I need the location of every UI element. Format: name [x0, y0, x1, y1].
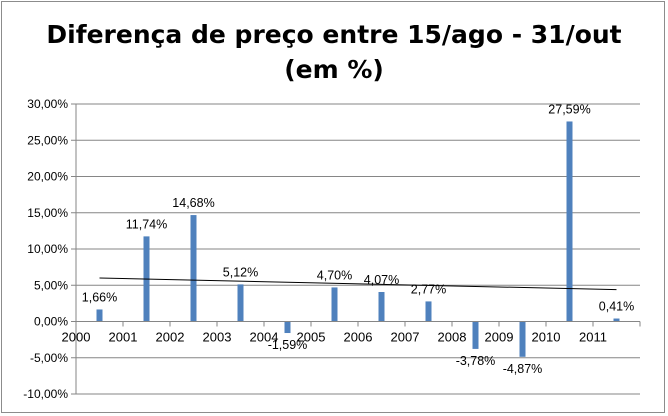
- bar-2006: [378, 291, 385, 322]
- x-axis: 2000 2001 2002 2003 2004 2005 2006 2007 2008 2009…: [62, 321, 641, 345]
- x-tick-label-2011: 2011: [579, 330, 607, 345]
- bar-2009: [519, 321, 526, 357]
- data-label-2000: 1,66%: [82, 290, 117, 304]
- data-label-2010: 27,59%: [548, 102, 590, 116]
- data-label-2011: 0,41%: [599, 300, 634, 314]
- y-tick-label: -5,00%: [30, 351, 68, 365]
- y-tick-label: 25,00%: [27, 133, 68, 147]
- bar-2004: [284, 321, 291, 334]
- data-label-2007: 2,77%: [411, 282, 446, 296]
- x-tick-label-2001: 2001: [109, 330, 138, 345]
- x-tick-label-2005: 2005: [297, 330, 326, 345]
- x-tick-label-2002: 2002: [156, 330, 185, 345]
- data-label-2002: 14,68%: [172, 196, 214, 210]
- x-tick-label-2003: 2003: [203, 330, 232, 345]
- y-tick-label: 10,00%: [27, 242, 68, 256]
- data-label-2005: 4,70%: [317, 268, 352, 282]
- bar-2002: [190, 215, 197, 322]
- chart-subtitle: (em %): [284, 55, 384, 84]
- y-tick-label: 30,00%: [27, 97, 68, 111]
- y-tick-label: -10,00%: [23, 387, 68, 401]
- bar-2005: [331, 287, 338, 322]
- data-label-2009: -4,87%: [503, 362, 543, 376]
- bar-2010: [566, 121, 573, 322]
- trendline: [99, 277, 617, 291]
- bar-2011: [613, 318, 620, 322]
- x-tick-label-2007: 2007: [391, 330, 420, 345]
- x-tick-label-2000: 2000: [62, 330, 91, 345]
- data-label-2003: 5,12%: [223, 265, 258, 279]
- data-labels: 1,66% 11,74% 14,68% 5,12% -1,59% 4,70% 4,07% 2,…: [82, 102, 634, 375]
- x-tick-label-2009: 2009: [485, 330, 514, 345]
- trendline-group: [99, 277, 617, 291]
- bar-2008: [472, 321, 479, 349]
- y-axis: -10,00% -5,00% 0,00% 5,00% 10,00% 15,00% 20,00…: [23, 97, 77, 401]
- data-label-2006: 4,07%: [364, 273, 399, 287]
- y-tick-label: 20,00%: [27, 170, 68, 184]
- x-tick-label-2008: 2008: [438, 330, 467, 345]
- data-label-2004: -1,59%: [268, 338, 308, 352]
- data-label-2001: 11,74%: [126, 217, 167, 231]
- x-tick-label-2010: 2010: [532, 330, 561, 345]
- chart-title: Diferença de preço entre 15/ago - 31/out: [46, 20, 622, 49]
- y-tick-label: 0,00%: [34, 315, 68, 329]
- y-tick-label: 15,00%: [27, 206, 68, 220]
- x-tick-label-2004: 2004: [250, 330, 279, 345]
- x-tick-label-2006: 2006: [344, 330, 373, 345]
- data-label-2008: -3,78%: [456, 354, 496, 368]
- bar-2000: [96, 309, 103, 322]
- bar-2007: [425, 301, 432, 322]
- y-tick-label: 5,00%: [34, 278, 68, 292]
- bar-2003: [237, 284, 244, 322]
- gridlines: [76, 103, 640, 395]
